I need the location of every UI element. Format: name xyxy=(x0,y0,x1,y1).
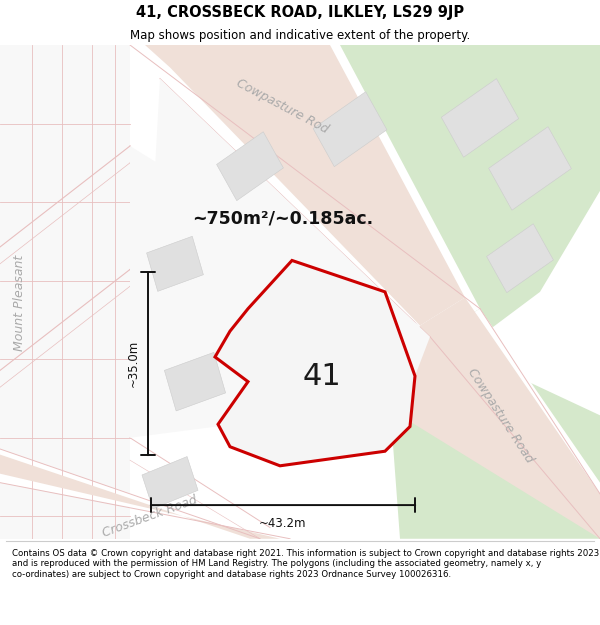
Text: 41, CROSSBECK ROAD, ILKLEY, LS29 9JP: 41, CROSSBECK ROAD, ILKLEY, LS29 9JP xyxy=(136,5,464,20)
Text: Mount Pleasant: Mount Pleasant xyxy=(13,255,26,351)
Text: Map shows position and indicative extent of the property.: Map shows position and indicative extent… xyxy=(130,29,470,42)
Polygon shape xyxy=(390,359,600,539)
Text: Crossbeck Road: Crossbeck Road xyxy=(101,493,199,539)
Polygon shape xyxy=(0,45,130,539)
Text: Cowpasture R​od: Cowpasture R​od xyxy=(234,77,330,136)
Polygon shape xyxy=(130,146,420,438)
Polygon shape xyxy=(400,298,600,539)
Text: Contains OS data © Crown copyright and database right 2021. This information is : Contains OS data © Crown copyright and d… xyxy=(12,549,599,579)
Polygon shape xyxy=(313,92,387,167)
Polygon shape xyxy=(460,45,600,112)
Text: 41: 41 xyxy=(302,361,341,391)
Polygon shape xyxy=(487,224,553,292)
Polygon shape xyxy=(0,449,300,539)
Text: ~750m²/~0.185ac.: ~750m²/~0.185ac. xyxy=(192,210,373,228)
Text: ~35.0m: ~35.0m xyxy=(127,340,140,388)
Polygon shape xyxy=(217,132,283,201)
Polygon shape xyxy=(130,45,480,337)
Polygon shape xyxy=(142,456,198,509)
Text: ~43.2m: ~43.2m xyxy=(259,516,307,529)
Polygon shape xyxy=(215,261,415,466)
Polygon shape xyxy=(146,236,203,291)
Polygon shape xyxy=(442,79,518,158)
Polygon shape xyxy=(265,321,325,375)
Polygon shape xyxy=(164,352,226,411)
Text: Cowpasture Road: Cowpasture Road xyxy=(464,366,535,465)
Polygon shape xyxy=(390,309,600,528)
Polygon shape xyxy=(488,127,571,210)
Polygon shape xyxy=(130,79,430,415)
Polygon shape xyxy=(145,45,465,326)
Polygon shape xyxy=(0,454,280,539)
Polygon shape xyxy=(340,45,600,337)
